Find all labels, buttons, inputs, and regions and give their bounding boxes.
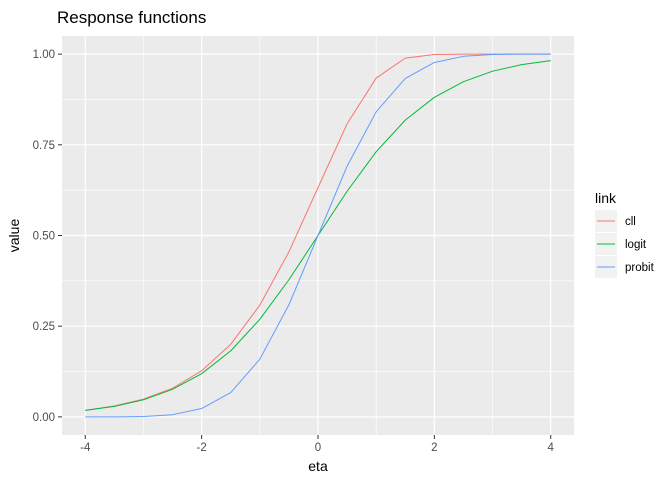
series-lines xyxy=(85,53,551,418)
x-tick-label: -2 xyxy=(197,442,207,454)
legend-label-cll: cll xyxy=(625,216,636,228)
y-axis-title: value xyxy=(6,219,22,253)
legend-label-logit: logit xyxy=(625,239,647,251)
legend-label-probit: probit xyxy=(625,262,655,274)
x-tick-label: 2 xyxy=(431,442,437,454)
x-axis-title: eta xyxy=(308,458,328,474)
x-tick-label: 0 xyxy=(315,442,321,454)
x-tick-label: -4 xyxy=(80,442,91,454)
y-tick-label: 0.25 xyxy=(33,321,55,333)
y-tick-label: 0.50 xyxy=(33,231,55,243)
x-tick-label: 4 xyxy=(548,442,555,454)
series-line-probit xyxy=(85,53,551,418)
y-tick-label: 0.00 xyxy=(33,412,55,424)
y-tick-label: 0.75 xyxy=(33,140,55,152)
chart-title: Response functions xyxy=(57,8,206,27)
legend: link cll logit probit xyxy=(595,190,655,278)
legend-title: link xyxy=(595,190,617,206)
series-line-cll xyxy=(85,53,551,411)
y-tick-label: 1.00 xyxy=(33,49,55,61)
axis-ticks: -4 -2 0 2 4 0.00 0.25 0.50 0.75 1.00 xyxy=(33,49,555,454)
